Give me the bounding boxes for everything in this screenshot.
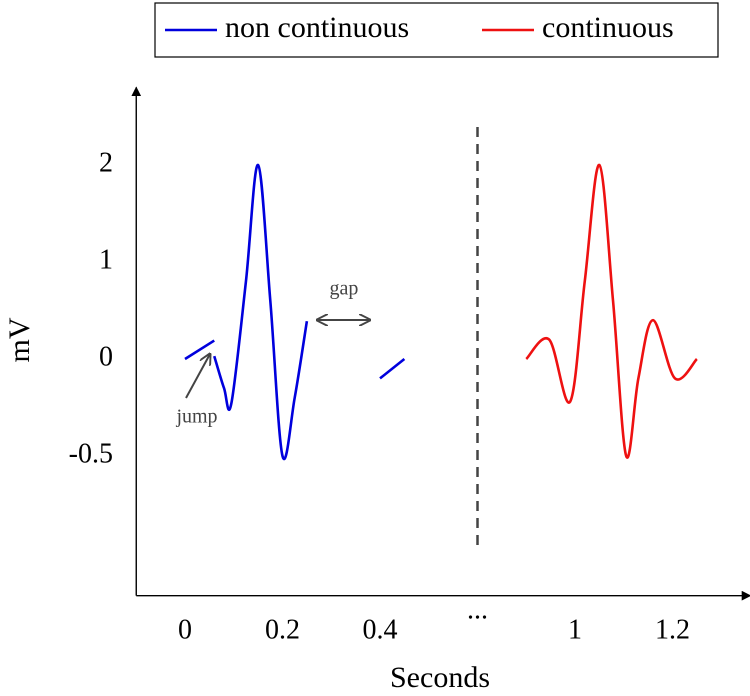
legend-label: continuous — [542, 11, 674, 44]
x-tick-label: 0 — [178, 614, 192, 645]
legend-label: non continuous — [225, 11, 409, 44]
x-break-label: ... — [467, 594, 488, 625]
jump-arrow — [185, 354, 210, 399]
series-line — [184, 163, 406, 461]
y-tick-label: 2 — [99, 147, 113, 178]
x-axis-label: Seconds — [390, 661, 490, 694]
jump-label: jump — [175, 406, 217, 428]
y-tick-label: -0.5 — [69, 438, 113, 469]
x-tick-label: 0.2 — [265, 614, 300, 645]
legend-box — [154, 2, 719, 58]
gap-label: gap — [330, 278, 359, 300]
x-tick-label: 1 — [568, 614, 582, 645]
y-tick-label: 0 — [99, 341, 113, 372]
series-line — [525, 163, 698, 459]
y-axis-label: mV — [3, 317, 36, 362]
x-tick-label: 1.2 — [655, 614, 690, 645]
x-tick-label: 0.4 — [363, 614, 398, 645]
y-tick-label: 1 — [99, 244, 113, 275]
